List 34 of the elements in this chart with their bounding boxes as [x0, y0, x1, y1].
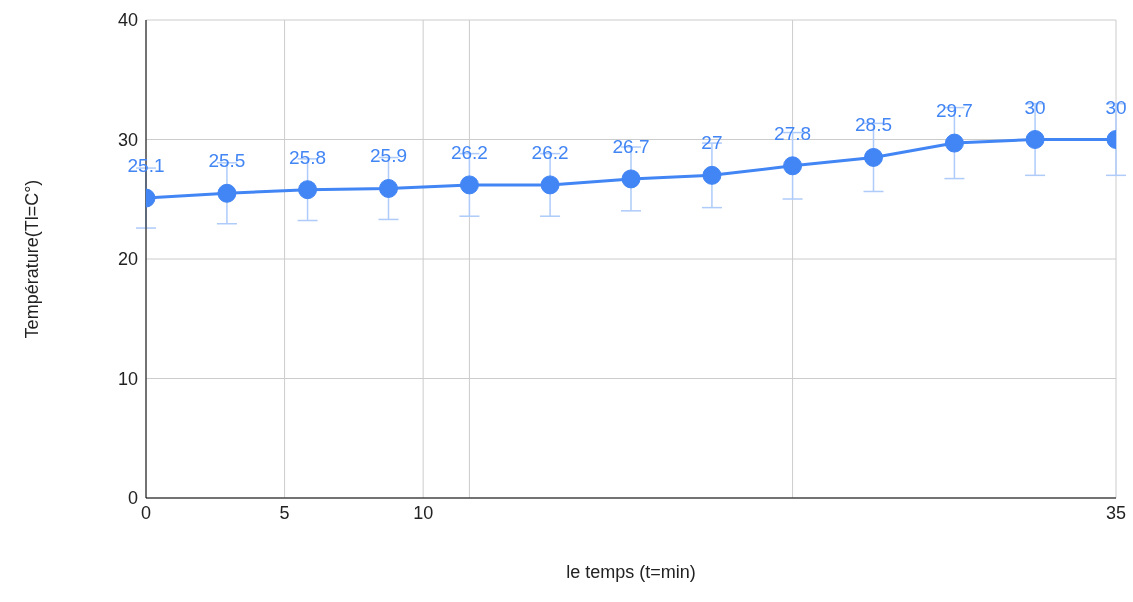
data-label: 25.8: [289, 146, 327, 168]
data-label: 29.7: [935, 100, 973, 122]
y-tick-label: 40: [117, 10, 138, 31]
point: [944, 133, 964, 153]
data-label: 27: [701, 132, 723, 154]
y-axis-title: Température(Tl=C°): [22, 179, 43, 339]
point: [298, 180, 318, 200]
data-label: 26.2: [450, 141, 488, 163]
data-label: 28.5: [855, 114, 892, 136]
data-label: 25.5: [208, 150, 246, 172]
data-label: 30: [1105, 96, 1127, 118]
data-label: 26.2: [531, 141, 569, 163]
x-tick-label: 5: [279, 502, 290, 523]
x-tick-label: 35: [1105, 502, 1127, 523]
data-label: 25.9: [370, 145, 407, 167]
y-tick-label: 30: [117, 129, 138, 150]
y-tick-label: 10: [117, 368, 138, 389]
point: [621, 169, 641, 189]
y-tick-label: 20: [117, 249, 138, 270]
point: [217, 183, 237, 203]
point: [379, 179, 398, 198]
point: [1025, 130, 1045, 149]
data-label: 30: [1024, 96, 1046, 118]
data-label: 26.7: [612, 135, 650, 157]
point: [783, 156, 803, 176]
x-tick-label: 10: [413, 502, 434, 523]
point: [540, 175, 560, 195]
point: [702, 165, 722, 185]
point: [459, 175, 479, 195]
x-tick-label: 0: [140, 502, 152, 523]
x-axis-title: le temps (t=min): [566, 562, 696, 582]
point: [864, 147, 883, 167]
data-label: 27.8: [774, 122, 812, 144]
y-tick-label: 0: [127, 488, 138, 509]
